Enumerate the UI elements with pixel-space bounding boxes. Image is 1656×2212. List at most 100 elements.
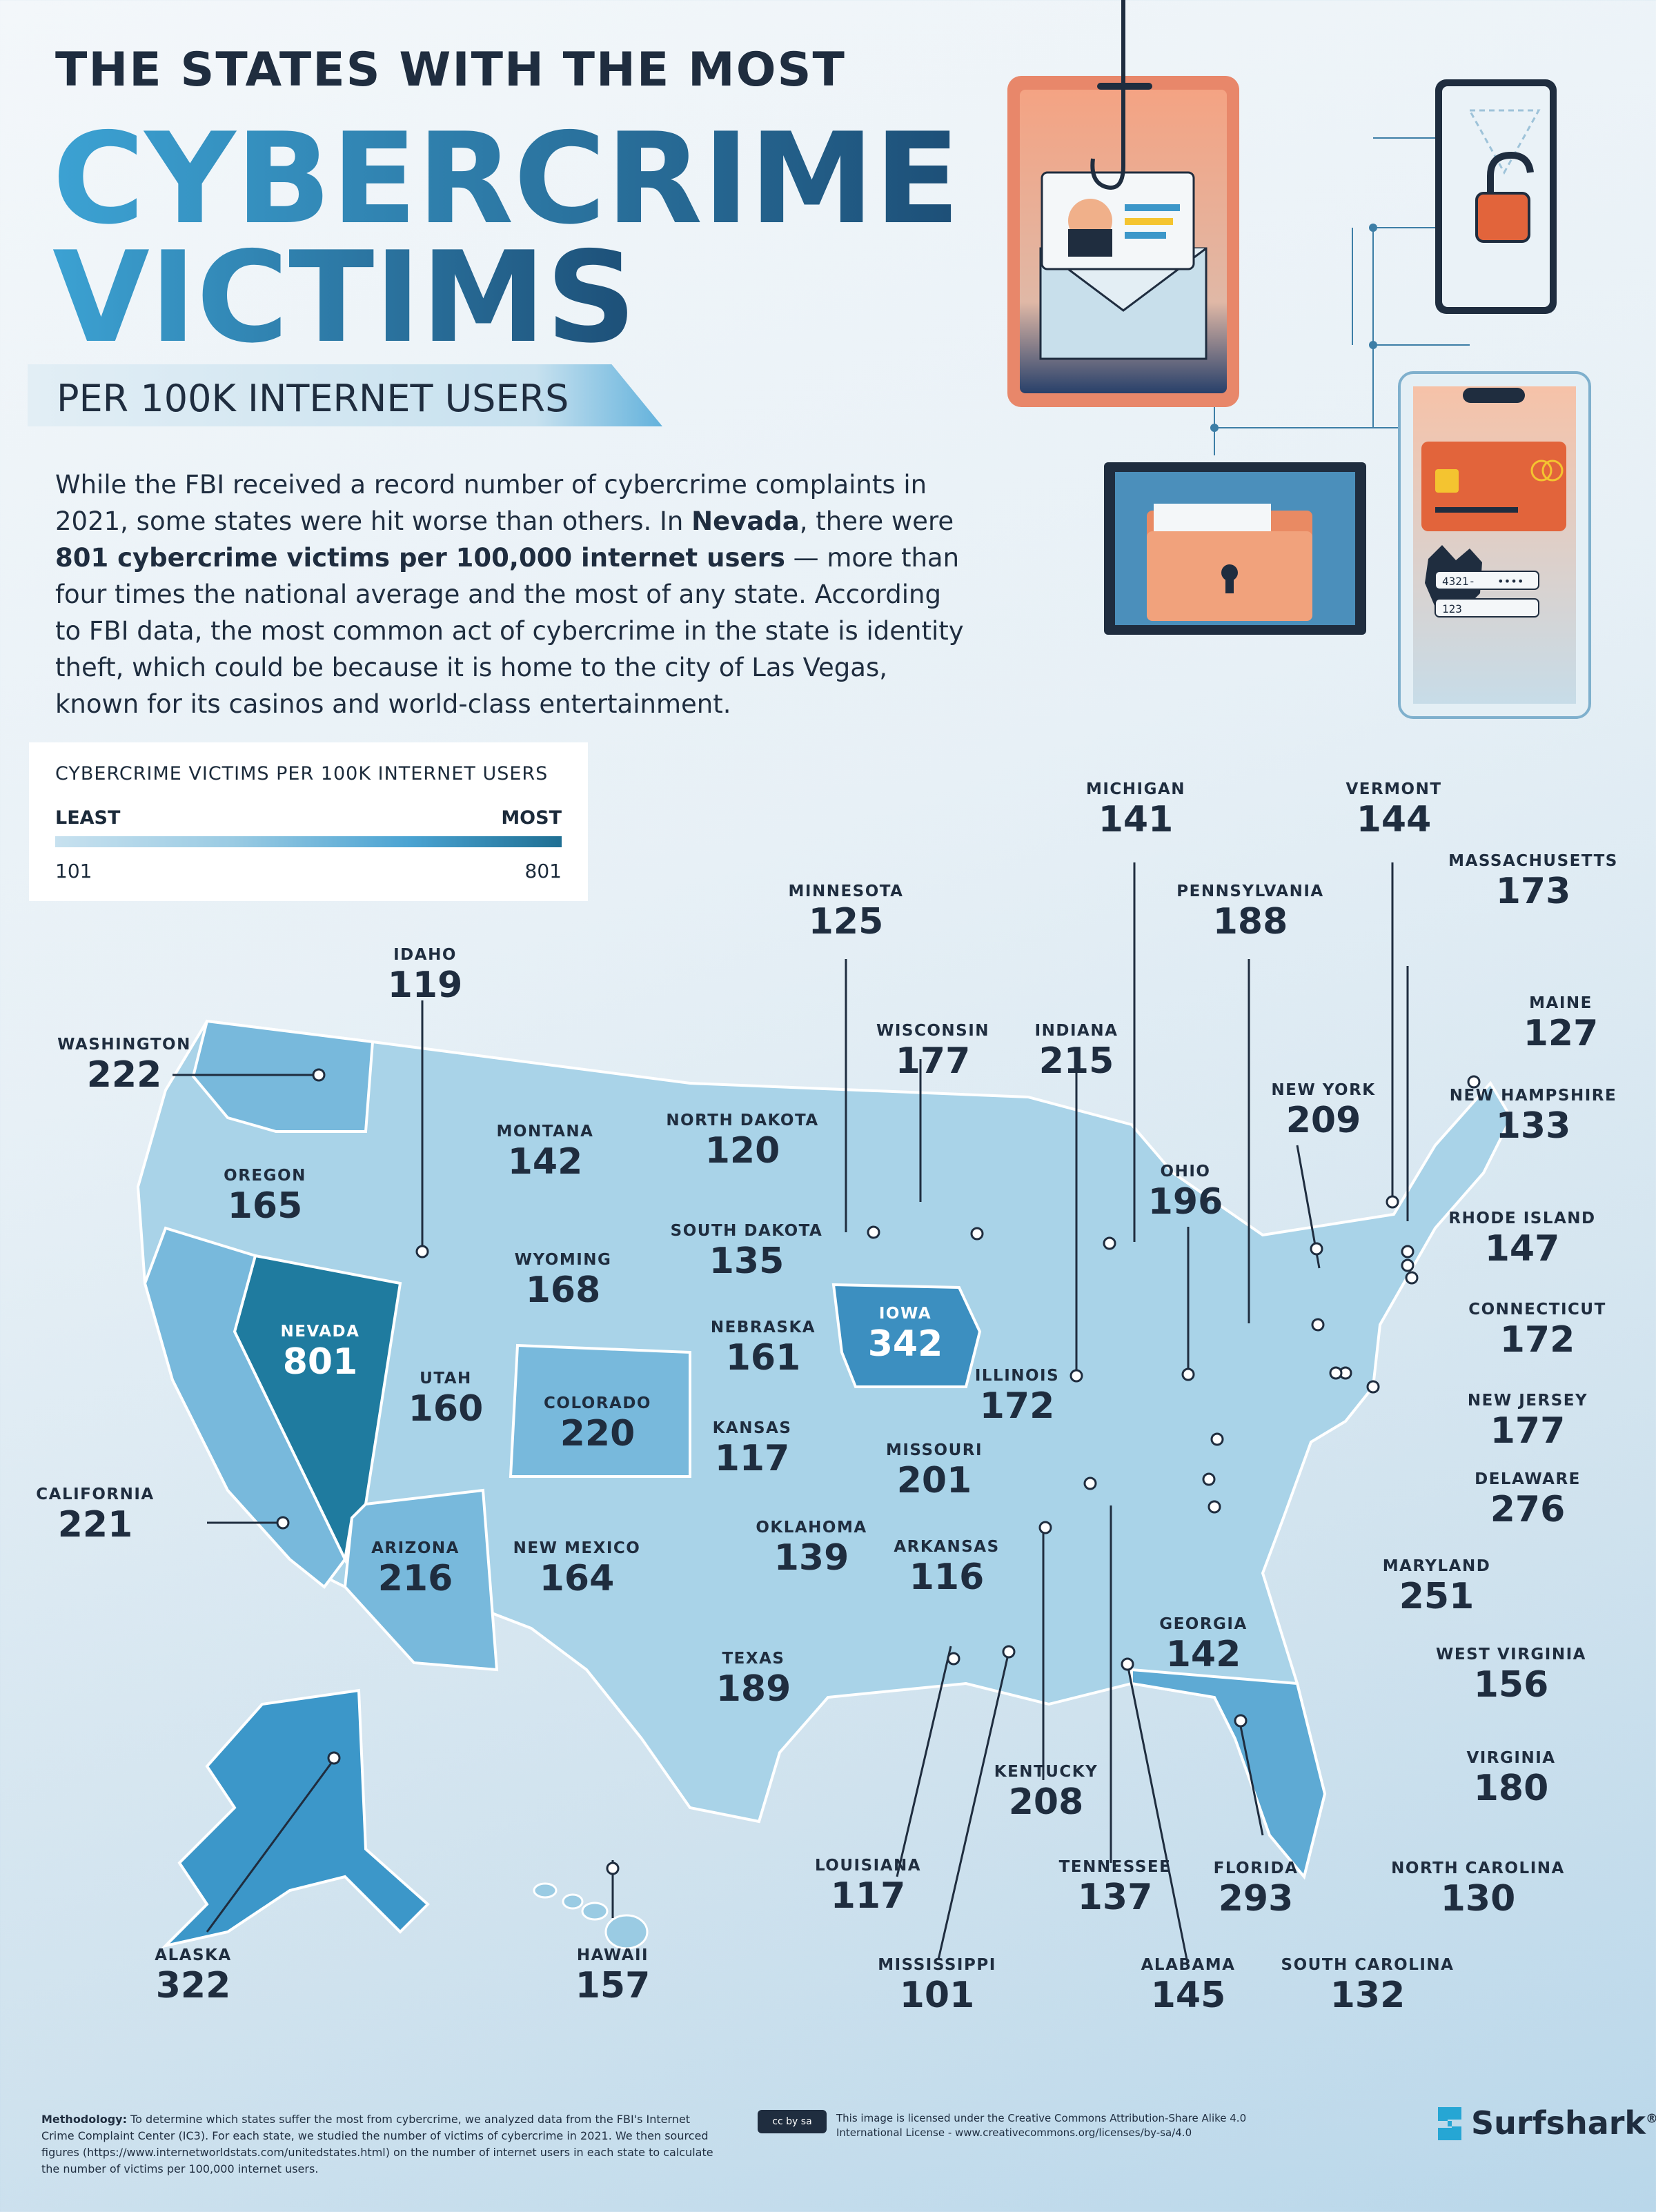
state-label-texas: TEXAS 189 bbox=[716, 1649, 791, 1710]
state-name: MISSISSIPPI bbox=[878, 1956, 996, 1974]
state-name: WASHINGTON bbox=[57, 1036, 191, 1054]
state-value: 201 bbox=[896, 1460, 972, 1501]
state-label-massachusetts: MASSACHUSETTS 173 bbox=[1448, 851, 1618, 912]
intro-bold-nevada: Nevada bbox=[691, 506, 800, 536]
state-label-wyoming: WYOMING 168 bbox=[515, 1250, 612, 1311]
state-value: 164 bbox=[539, 1558, 615, 1599]
methodology-label: Methodology: bbox=[41, 2113, 128, 2126]
state-value: 221 bbox=[57, 1504, 133, 1546]
card-mask-text: •••• bbox=[1497, 575, 1524, 588]
state-label-north-carolina: NORTH CAROLINA 130 bbox=[1391, 1859, 1565, 1919]
card-number-text: 4321- bbox=[1442, 575, 1475, 588]
state-label-delaware: DELAWARE 276 bbox=[1475, 1470, 1581, 1530]
state-shape-florida bbox=[1130, 1668, 1327, 1880]
brand-registered-mark: ® bbox=[1646, 2111, 1656, 2126]
state-name: NEW JERSEY bbox=[1467, 1392, 1588, 1410]
legend-max-value: 801 bbox=[524, 860, 562, 882]
state-label-kansas: KANSAS 117 bbox=[713, 1419, 792, 1479]
state-shape-colorado bbox=[509, 1343, 691, 1478]
state-name: NEW MEXICO bbox=[513, 1539, 641, 1557]
state-name: IOWA bbox=[878, 1305, 932, 1323]
state-name: LOUISIANA bbox=[814, 1857, 922, 1875]
state-label-new-jersey: NEW JERSEY 177 bbox=[1468, 1391, 1588, 1452]
state-value: 342 bbox=[867, 1323, 943, 1365]
intro-bold-stat: 801 cybercrime victims per 100,000 inter… bbox=[55, 543, 785, 573]
state-value: 293 bbox=[1218, 1878, 1294, 1919]
state-name: NORTH DAKOTA bbox=[666, 1112, 819, 1129]
methodology-text: To determine which states suffer the mos… bbox=[41, 2113, 713, 2175]
leader-dots bbox=[276, 1068, 1481, 1875]
state-label-minnesota: MINNESOTA 125 bbox=[789, 882, 904, 942]
state-label-arkansas: ARKANSAS 116 bbox=[894, 1537, 999, 1598]
state-name: HAWAII bbox=[576, 1946, 649, 1964]
state-value: 142 bbox=[507, 1141, 583, 1183]
state-label-maryland: MARYLAND 251 bbox=[1383, 1557, 1491, 1617]
color-legend: CYBERCRIME VICTIMS PER 100K INTERNET USE… bbox=[29, 742, 588, 901]
state-label-florida: FLORIDA 293 bbox=[1214, 1859, 1299, 1919]
state-value: 189 bbox=[716, 1668, 791, 1710]
state-name: PENNSYLVANIA bbox=[1176, 882, 1324, 900]
state-label-mississippi: MISSISSIPPI 101 bbox=[878, 1955, 996, 2016]
state-name: MONTANA bbox=[496, 1123, 594, 1140]
state-shape-hawaii bbox=[533, 1882, 649, 1950]
state-name: WYOMING bbox=[514, 1251, 612, 1269]
state-label-kentucky: KENTUCKY 208 bbox=[994, 1762, 1098, 1823]
state-label-alaska: ALASKA 322 bbox=[155, 1946, 231, 2006]
state-name: SOUTH CAROLINA bbox=[1281, 1956, 1455, 1974]
state-value: 173 bbox=[1495, 871, 1571, 912]
state-label-new-hampshire: NEW HAMPSHIRE 133 bbox=[1450, 1086, 1617, 1147]
state-name: ARKANSAS bbox=[894, 1538, 1000, 1556]
subtitle-banner: PER 100K INTERNET USERS bbox=[28, 364, 662, 426]
unlocked-padlock-phone-icon bbox=[1435, 79, 1557, 314]
state-shape-iowa bbox=[831, 1283, 982, 1388]
state-name: UTAH bbox=[420, 1370, 472, 1388]
state-name: OKLAHOMA bbox=[756, 1519, 867, 1537]
state-value: 130 bbox=[1440, 1878, 1516, 1919]
state-value: 141 bbox=[1098, 799, 1174, 840]
state-name: RHODE ISLAND bbox=[1448, 1209, 1596, 1227]
state-name: ILLINOIS bbox=[974, 1367, 1060, 1385]
state-value: 215 bbox=[1038, 1040, 1114, 1082]
state-value: 135 bbox=[709, 1241, 785, 1282]
state-label-south-dakota: SOUTH DAKOTA 135 bbox=[671, 1221, 823, 1282]
state-label-arizona: ARIZONA 216 bbox=[371, 1539, 460, 1599]
state-label-california: CALIFORNIA 221 bbox=[36, 1485, 154, 1546]
state-label-washington: WASHINGTON 222 bbox=[57, 1035, 191, 1096]
state-name: NEBRASKA bbox=[710, 1319, 816, 1336]
state-value: 116 bbox=[909, 1557, 985, 1598]
brand-name: Surfshark® bbox=[1471, 2104, 1656, 2142]
state-value: 188 bbox=[1212, 901, 1288, 942]
state-name: SOUTH DAKOTA bbox=[670, 1222, 823, 1240]
state-label-rhode-island: RHODE ISLAND 147 bbox=[1448, 1209, 1595, 1270]
state-value: 801 bbox=[282, 1341, 358, 1383]
state-value: 156 bbox=[1473, 1664, 1549, 1706]
state-label-oregon: OREGON 165 bbox=[224, 1166, 306, 1227]
state-value: 157 bbox=[575, 1965, 651, 2006]
state-label-colorado: COLORADO 220 bbox=[544, 1394, 651, 1454]
state-value: 119 bbox=[387, 965, 463, 1006]
state-label-maine: MAINE 127 bbox=[1524, 994, 1599, 1054]
state-label-illinois: ILLINOIS 172 bbox=[975, 1366, 1059, 1427]
state-label-nebraska: NEBRASKA 161 bbox=[711, 1318, 816, 1379]
locked-folder-tablet-icon bbox=[1104, 462, 1366, 635]
state-name: CALIFORNIA bbox=[36, 1485, 155, 1503]
legend-title: CYBERCRIME VICTIMS PER 100K INTERNET USE… bbox=[55, 763, 549, 784]
state-name: OREGON bbox=[224, 1167, 306, 1185]
state-name: INDIANA bbox=[1034, 1022, 1118, 1040]
state-value: 132 bbox=[1330, 1975, 1406, 2016]
state-value: 133 bbox=[1495, 1105, 1571, 1147]
brand-text: Surfshark bbox=[1471, 2104, 1646, 2142]
state-value: 145 bbox=[1150, 1975, 1226, 2016]
headline-title-line1: CYBERCRIME bbox=[52, 106, 960, 252]
license-text: This image is licensed under the Creativ… bbox=[836, 2112, 1247, 2139]
leader-lines bbox=[172, 862, 1409, 1960]
state-label-connecticut: CONNECTICUT 172 bbox=[1468, 1300, 1606, 1361]
state-label-alabama: ALABAMA 145 bbox=[1141, 1955, 1236, 2016]
state-value: 220 bbox=[560, 1413, 635, 1454]
intro-text-3: — more than four times the national aver… bbox=[55, 543, 964, 719]
state-name: MASSACHUSETTS bbox=[1448, 852, 1618, 870]
state-label-idaho: IDAHO 119 bbox=[388, 945, 463, 1006]
state-value: 196 bbox=[1147, 1181, 1223, 1223]
state-name: TEXAS bbox=[722, 1650, 785, 1668]
